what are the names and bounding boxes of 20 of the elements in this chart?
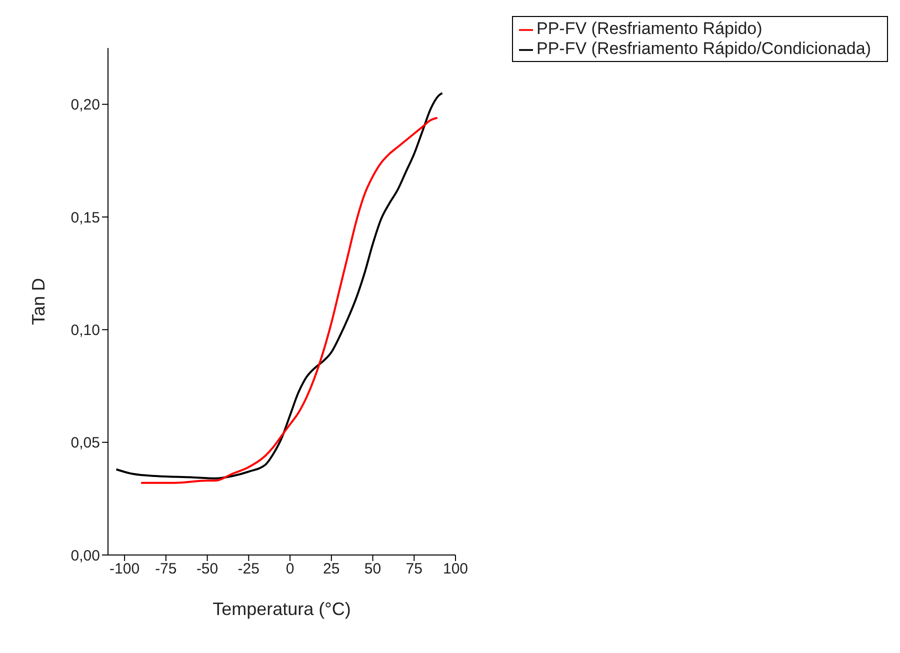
y-tick-label: 0,15	[70, 209, 100, 226]
x-tick-label: 0	[286, 560, 294, 578]
x-tick-label: 100	[442, 560, 468, 578]
x-tick-label: -25	[238, 560, 260, 578]
x-tick-label: 75	[406, 560, 422, 578]
x-tick-label: 50	[364, 560, 382, 578]
x-tick-label: 25	[323, 560, 340, 578]
x-axis-title: Temperatura (°C)	[212, 599, 351, 619]
legend-label: PP-FV (Resfriamento Rápido/Condicionada)	[536, 39, 871, 58]
x-tick-label: -50	[196, 560, 218, 578]
x-tick-label: -100	[110, 560, 140, 578]
line-series	[115, 92, 444, 480]
y-tick-label: 0,05	[70, 434, 100, 452]
y-tick-label: 0,20	[70, 96, 100, 114]
y-axis-title: Tan D	[28, 278, 48, 326]
x-tick-label: -75	[155, 560, 177, 578]
y-tick-label: 0,00	[70, 547, 100, 564]
y-tick-label: 0,10	[70, 322, 100, 339]
line-series	[140, 116, 438, 484]
legend-label: PP-FV (Resfriamento Rápido)	[536, 19, 762, 38]
